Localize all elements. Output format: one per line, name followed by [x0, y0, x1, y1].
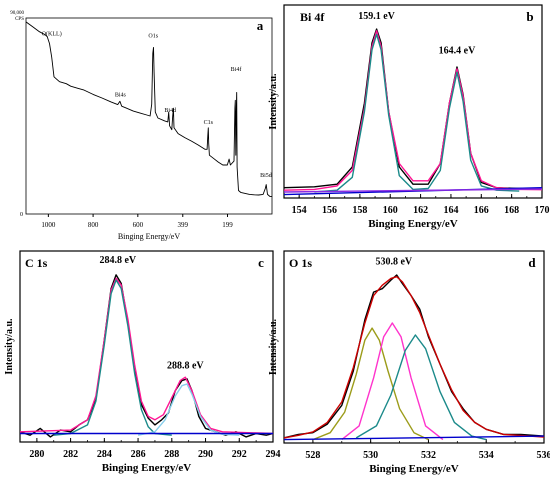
series-line: [314, 33, 520, 193]
x-tick-label: 600: [133, 221, 144, 229]
peak-label: Bi4s: [115, 92, 127, 98]
panel-title: Bi 4f: [300, 10, 325, 24]
x-tick-label: 154: [292, 205, 307, 216]
x-tick-label: 284: [97, 449, 112, 460]
peak-label: 284.8 eV: [99, 255, 136, 266]
x-tick-label: 168: [504, 205, 519, 216]
peak-label: C1s: [204, 120, 214, 126]
x-axis-title: Binging Energy/eV: [102, 462, 192, 474]
series-line: [20, 277, 273, 435]
panel-b: 154 156 158 160 162 164 166 168 170 Binging Energ…: [268, 4, 550, 230]
series-line: [284, 276, 544, 439]
series-line: [355, 334, 487, 441]
plot-frame: [283, 4, 543, 199]
series-line: [284, 30, 542, 191]
x-axis-title: Binging Energy/eV: [118, 232, 181, 241]
panel-letter: c: [258, 255, 264, 270]
series-line: [312, 327, 429, 441]
x-tick-label: 532: [421, 450, 436, 461]
x-tick-label: 290: [198, 449, 213, 460]
series-line: [137, 383, 240, 436]
panel-d: 528 530 532 534 536 Binging Energy/eV Intensit…: [268, 250, 550, 475]
x-tick-label: 199: [222, 221, 233, 229]
y-zero-label: 0: [20, 212, 23, 218]
x-tick-label: 160: [383, 205, 398, 216]
peak-label: 159.1 eV: [358, 11, 395, 22]
x-tick-label: 530: [363, 450, 378, 461]
peak-label: O(KLL): [42, 31, 62, 38]
peak-label: Bi5d: [260, 173, 272, 179]
x-tick-label: 164: [443, 205, 458, 216]
x-tick-label: 292: [232, 449, 247, 460]
x-tick-label: 528: [305, 450, 320, 461]
plot-frame: [25, 17, 273, 215]
series-line: [26, 21, 272, 197]
panel-c: 280 282 284 286 288 290 292 294 Binging Energy/e…: [4, 250, 281, 474]
x-tick-label: 1000: [41, 221, 56, 229]
peak-label: O1s: [148, 34, 158, 40]
peak-label: 288.8 eV: [167, 361, 204, 372]
y-axis-title: Intensity/a.u.: [268, 73, 279, 130]
x-axis-title: Binging Energy/eV: [369, 463, 459, 475]
y-axis-title: Intensity/a.u.: [268, 318, 279, 375]
x-tick-label: 399: [178, 221, 189, 229]
series-line: [284, 435, 544, 441]
x-tick-label: 170: [535, 205, 550, 216]
x-tick-label: 166: [474, 205, 489, 216]
x-tick-label: 536: [537, 450, 550, 461]
x-tick-label: 158: [352, 205, 367, 216]
series-line: [284, 188, 542, 193]
x-tick-label: 162: [413, 205, 428, 216]
panel-letter: a: [257, 18, 264, 33]
panel-letter: d: [528, 255, 536, 270]
peak-label: Bi4f: [231, 66, 242, 73]
x-tick-label: 280: [29, 449, 44, 460]
x-tick-label: 286: [131, 449, 146, 460]
series-line: [284, 274, 544, 439]
x-tick-label: 800: [88, 221, 99, 229]
panel-title: O 1s: [289, 256, 312, 270]
x-tick-label: 294: [266, 449, 281, 460]
series-line: [284, 28, 542, 190]
panel-letter: b: [526, 9, 533, 24]
x-tick-label: 282: [63, 449, 78, 460]
x-tick-label: 534: [479, 450, 494, 461]
panel-title: C 1s: [25, 256, 48, 270]
peak-label: 164.4 eV: [439, 45, 476, 56]
plot-frame: [283, 250, 545, 444]
x-tick-label: 288: [164, 449, 179, 460]
series-line: [53, 279, 172, 436]
y-top-label: 90,000: [10, 11, 24, 16]
series-line: [341, 322, 444, 441]
x-tick-label: 156: [322, 205, 337, 216]
y-unit-label: CPS: [15, 17, 24, 22]
peak-label: Bi4d: [164, 108, 176, 114]
peak-label: 530.8 eV: [375, 257, 412, 268]
x-axis-title: Binging Energy/eV: [368, 218, 458, 230]
plot-frame: [19, 250, 274, 443]
y-axis-title: Intensity/a.u.: [4, 318, 15, 375]
